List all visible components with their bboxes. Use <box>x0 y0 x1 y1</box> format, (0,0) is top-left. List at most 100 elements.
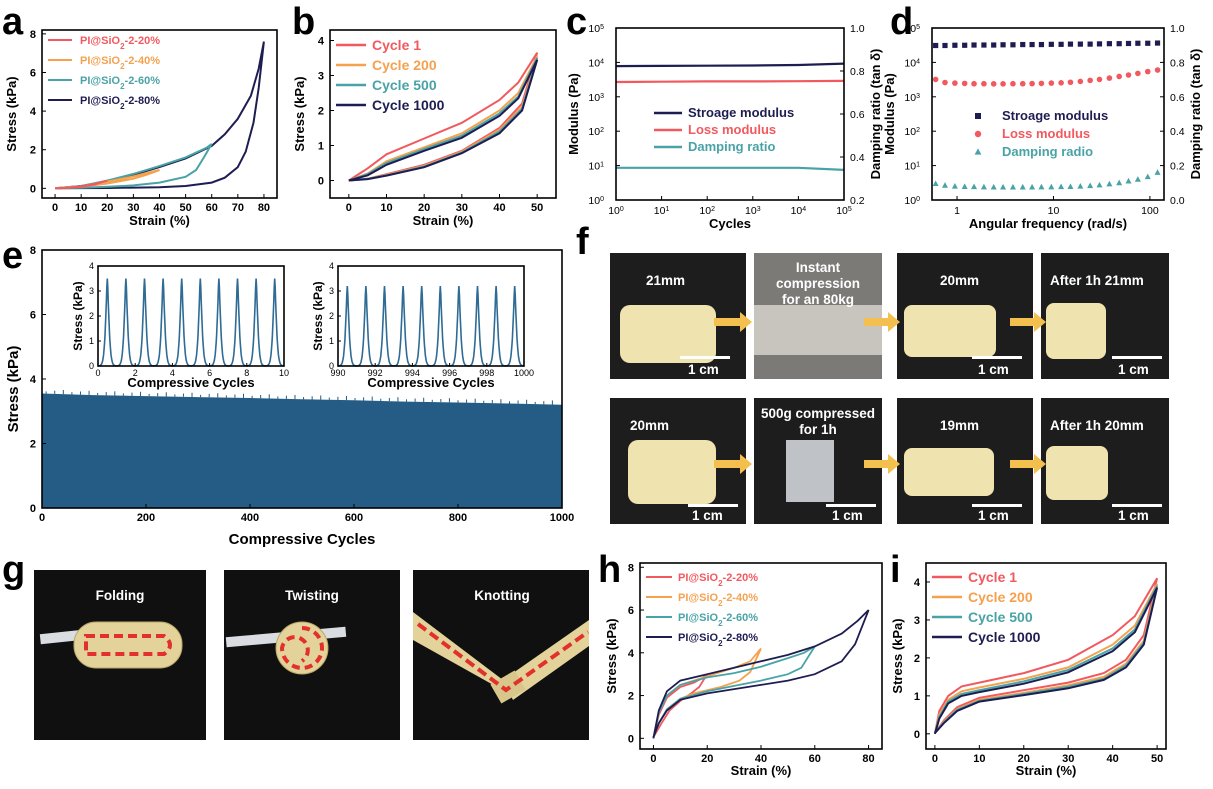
y-tick-label: 4 <box>30 374 37 386</box>
x-tick-label: 101 <box>654 205 670 217</box>
y2-tick-label: 0.4 <box>1170 126 1185 138</box>
scale-label: 1 cm <box>1118 362 1149 377</box>
inset-y-tick-label: 4 <box>329 261 334 271</box>
data-point <box>942 42 948 49</box>
scale-bar <box>826 504 876 507</box>
panel-label-f: f <box>576 221 589 263</box>
x-tick-label: 10 <box>75 202 87 214</box>
data-point <box>952 80 958 86</box>
x-tick-label: 30 <box>1062 753 1074 765</box>
legend-label: Cycle 500 <box>372 77 437 93</box>
x-axis-label: Strain (%) <box>413 213 474 228</box>
x-tick-label: 10 <box>1048 205 1060 217</box>
data-point <box>962 42 968 48</box>
x-tick-label: 20 <box>418 202 430 214</box>
photo-f2-caption-line2: compression <box>776 276 860 291</box>
photo-f6-caption-line2: for 1h <box>799 422 837 437</box>
panel-label-e: e <box>2 235 23 277</box>
chart-c: 100 101 102 103 104 1051001011021031041050.20… <box>566 23 883 231</box>
series-line-4 <box>348 59 539 182</box>
panel-label-i: i <box>890 549 901 591</box>
photo-f2-caption-line3: for an 80kg <box>782 292 854 307</box>
legend-label: Loss modulus <box>688 122 776 137</box>
y-tick-label: 101 <box>904 161 920 173</box>
x-tick-label: 20 <box>101 202 113 214</box>
y-axis-label: Stress (kPa) <box>5 346 22 433</box>
data-point <box>941 182 948 188</box>
x-tick-label: 800 <box>449 512 467 524</box>
data-point <box>1106 41 1112 47</box>
panel-label-g: g <box>2 549 25 591</box>
twist-outline <box>279 626 324 670</box>
data-point <box>1067 41 1074 47</box>
data-point <box>1048 80 1055 86</box>
y-tick-label: 3 <box>914 615 920 627</box>
data-point <box>1000 81 1006 87</box>
y2-tick-label: 0.6 <box>1170 92 1185 104</box>
panel-f-photos: 21mm 1 cm Instant compression for an 80k… <box>610 253 1169 524</box>
inset-x-tick-label: 10 <box>279 368 289 378</box>
x-tick-label: 30 <box>456 202 468 214</box>
data-point <box>1135 70 1141 77</box>
data-point <box>1087 77 1093 84</box>
inset-x-tick-label: 0 <box>95 368 100 378</box>
legend-marker <box>974 130 982 138</box>
foam-sample <box>1046 446 1108 500</box>
panel-label-a: a <box>2 1 24 43</box>
x-tick-label: 50 <box>531 202 543 214</box>
x-tick-label: 0 <box>52 202 58 214</box>
plot-frame <box>329 29 557 199</box>
photo-g2-caption: Twisting <box>285 588 339 603</box>
chart-d: 1 10 100 100 101 102 103 104 105 0.0 0.2 0.4 0.6 0.8 1… <box>882 23 1203 231</box>
y-tick-label: 2 <box>914 653 920 665</box>
y-tick-label: 0 <box>914 729 920 741</box>
legend-label: Cycle 1000 <box>372 97 445 113</box>
y-tick-label: 8 <box>30 245 36 257</box>
legend-label: PI@SiO2-2-20% <box>678 572 758 588</box>
legend-label: PI@SiO2-2-40% <box>678 592 758 608</box>
inset-x-tick-label: 996 <box>442 368 457 378</box>
photo-f3-caption: 20mm <box>940 273 979 288</box>
x-tick-label: 70 <box>232 202 244 214</box>
foam-sample <box>628 440 716 504</box>
data-point <box>1010 42 1016 48</box>
data-point <box>951 183 958 189</box>
y-tick-label: 8 <box>628 562 634 574</box>
plot-frame <box>931 27 1165 201</box>
photo-f5-caption: 20mm <box>630 418 669 433</box>
scale-label: 1 cm <box>978 362 1009 377</box>
y-tick-label: 6 <box>30 310 36 322</box>
y-axis-label: Stress (kPa) <box>4 76 19 151</box>
data-point <box>933 42 939 49</box>
photo-f6-caption-line1: 500g compressed <box>761 406 875 421</box>
y-axis-label: Stress (kPa) <box>604 618 619 693</box>
y-axis-label: Modulus (Pa) <box>566 73 581 155</box>
legend-label: Loss modulus <box>1002 126 1090 141</box>
legend-label: PI@SiO2-2-40% <box>80 55 160 71</box>
data-point <box>1116 41 1122 47</box>
panel-label-h: h <box>598 549 621 591</box>
x-tick-label: 10 <box>380 202 392 214</box>
x-tick-label: 20 <box>701 753 713 765</box>
chart-a: 0 10 20 30 40 50 60 70 80 0 2 4 6 8 Strain (%) Stress (… <box>4 29 278 228</box>
data-point <box>1058 80 1064 86</box>
scale-bar <box>1112 356 1162 359</box>
legend-label: Stroage modulus <box>1002 108 1108 123</box>
data-point <box>952 42 958 48</box>
inset-x-tick-label: 6 <box>207 368 212 378</box>
x-axis-label: Strain (%) <box>731 763 792 778</box>
data-point <box>981 80 987 87</box>
data-point <box>1134 176 1141 182</box>
foam-sample <box>904 448 994 496</box>
y-tick-label: 101 <box>588 161 604 173</box>
inset-y-tick-label: 0 <box>329 361 334 371</box>
x-axis-label: Angular frequency (rad/s) <box>969 216 1127 231</box>
plot-frame <box>925 562 1167 750</box>
arrow-icon <box>864 454 900 474</box>
panel-g-photos: Folding Twisting Knotting <box>34 570 590 740</box>
photo-g3-caption: Knotting <box>474 588 529 603</box>
inset-x-axis-label: Compressive Cycles <box>127 375 254 390</box>
data-point <box>971 42 977 48</box>
